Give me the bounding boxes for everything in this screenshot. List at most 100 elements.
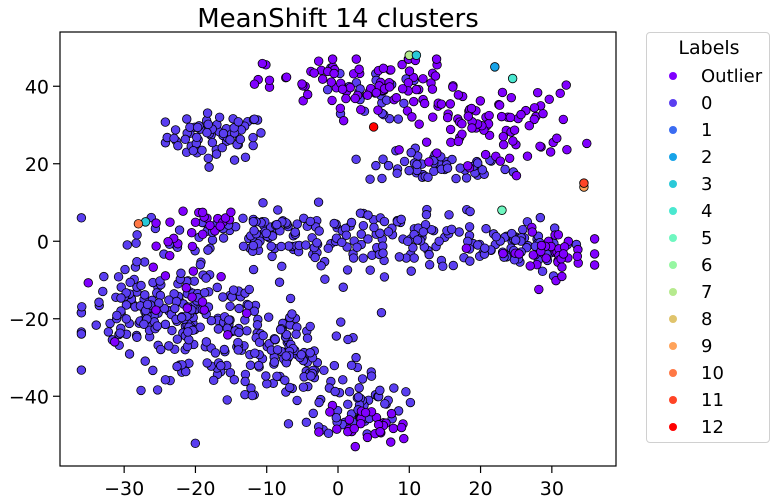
data-point-cluster-0 <box>139 257 150 267</box>
data-point-cluster-0 <box>330 386 340 397</box>
data-point-outlier <box>198 229 208 240</box>
data-point-cluster-0 <box>183 327 193 337</box>
data-point-cluster-0 <box>355 208 366 218</box>
data-point-outlier <box>428 112 438 122</box>
data-point-cluster-0 <box>477 165 488 175</box>
data-point-outlier <box>497 87 508 98</box>
legend-item: 9 <box>669 335 712 357</box>
legend-item: 8 <box>669 308 712 330</box>
data-point-cluster-0 <box>225 301 235 311</box>
data-point-cluster-0 <box>491 231 501 242</box>
data-point-cluster-0 <box>283 419 294 429</box>
data-point-cluster-0 <box>234 303 244 314</box>
data-point-cluster-0 <box>115 328 125 338</box>
data-point-cluster-0 <box>248 140 258 151</box>
data-point-outlier <box>337 84 348 94</box>
data-point-cluster-0 <box>203 245 213 255</box>
x-tick-label: −30 <box>104 478 144 500</box>
data-point-cluster-0 <box>285 293 296 304</box>
data-point-cluster-5 <box>497 205 507 215</box>
data-point-outlier <box>338 116 349 126</box>
data-point-outlier <box>432 148 442 158</box>
legend-item: 7 <box>669 281 712 303</box>
data-point-outlier <box>589 234 600 244</box>
data-point-cluster-0 <box>199 288 210 298</box>
y-tick-label: 40 <box>25 76 49 98</box>
legend-item: Outlier <box>669 65 762 87</box>
data-point-cluster-0 <box>272 345 283 355</box>
data-point-cluster-0 <box>424 260 435 270</box>
data-point-outlier <box>362 90 373 100</box>
data-point-cluster-0 <box>316 261 326 271</box>
data-point-cluster-0 <box>211 149 222 159</box>
data-point-cluster-0 <box>473 158 483 168</box>
data-point-outlier <box>378 63 389 74</box>
data-point-cluster-0 <box>125 277 135 288</box>
data-point-outlier <box>409 96 419 107</box>
data-point-cluster-0 <box>76 213 87 223</box>
data-point-cluster-0 <box>375 385 385 396</box>
data-point-outlier <box>341 93 351 104</box>
data-point-cluster-0 <box>233 117 244 127</box>
data-point-outlier <box>431 54 442 64</box>
data-point-outlier <box>534 284 544 295</box>
data-point-outlier <box>314 427 324 437</box>
data-point-outlier <box>181 283 191 293</box>
data-point-outlier <box>506 92 517 103</box>
data-point-cluster-0 <box>228 285 239 295</box>
data-point-outlier <box>504 153 515 164</box>
data-point-cluster-0 <box>277 261 287 272</box>
data-point-cluster-0 <box>308 408 318 419</box>
data-point-outlier <box>297 79 307 89</box>
data-point-outlier <box>163 237 173 247</box>
data-point-cluster-0 <box>140 356 150 366</box>
data-point-outlier <box>557 262 567 272</box>
data-point-cluster-0 <box>312 238 322 248</box>
data-point-cluster-0 <box>218 233 229 243</box>
data-point-outlier <box>216 271 226 282</box>
data-point-cluster-0 <box>465 206 475 217</box>
data-point-cluster-0 <box>412 159 422 170</box>
data-point-cluster-0 <box>248 217 259 227</box>
data-point-cluster-0 <box>224 315 234 325</box>
points-layer <box>76 50 600 452</box>
legend-label: 6 <box>701 254 713 276</box>
data-point-cluster-2 <box>490 62 500 72</box>
data-point-outlier <box>345 82 355 93</box>
data-point-outlier <box>302 89 313 100</box>
data-point-cluster-0 <box>136 385 146 396</box>
data-point-outlier <box>326 77 336 87</box>
data-point-cluster-0 <box>252 320 263 330</box>
data-point-cluster-0 <box>263 312 274 322</box>
data-point-outlier <box>396 422 407 433</box>
data-point-cluster-0 <box>292 219 302 229</box>
data-point-outlier <box>344 415 355 425</box>
data-point-outlier <box>151 218 161 228</box>
data-point-outlier <box>495 156 506 166</box>
data-point-cluster-0 <box>379 216 390 227</box>
data-point-cluster-0 <box>240 376 250 387</box>
data-point-cluster-0 <box>192 132 202 143</box>
data-point-cluster-0 <box>204 162 214 172</box>
legend-marker <box>669 423 677 431</box>
data-point-cluster-0 <box>132 230 142 240</box>
legend-marker <box>669 342 677 350</box>
y-tick-label: −40 <box>9 386 49 408</box>
data-point-cluster-0 <box>353 392 364 402</box>
data-point-cluster-0 <box>365 265 375 275</box>
data-point-cluster-0 <box>322 85 333 95</box>
data-point-outlier <box>414 119 424 129</box>
data-point-outlier <box>582 138 592 149</box>
data-point-outlier <box>525 261 535 271</box>
data-point-cluster-0 <box>270 334 280 345</box>
data-point-cluster-0 <box>203 153 213 163</box>
data-point-cluster-0 <box>537 266 548 277</box>
data-point-cluster-0 <box>280 375 290 385</box>
data-point-outlier <box>350 441 360 452</box>
data-point-cluster-0 <box>249 225 259 236</box>
data-point-outlier <box>424 157 434 167</box>
data-point-cluster-0 <box>214 112 225 122</box>
data-point-cluster-0 <box>216 361 226 371</box>
data-point-cluster-0 <box>363 210 373 220</box>
data-point-outlier <box>391 93 402 103</box>
